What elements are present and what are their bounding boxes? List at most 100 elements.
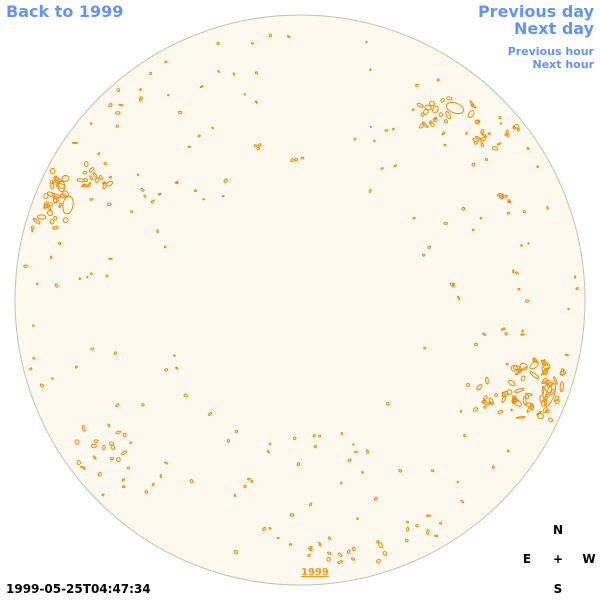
contour-mark <box>139 88 142 92</box>
contour-mark <box>243 93 247 96</box>
contour-mark <box>406 526 410 532</box>
contour-mark <box>32 356 36 360</box>
contour-mark <box>189 479 194 484</box>
next-hour-link[interactable]: Next hour <box>532 58 595 71</box>
contour-mark <box>365 449 369 454</box>
contour-mark <box>107 202 112 206</box>
contour-mark <box>505 129 509 136</box>
contour-mark <box>546 381 554 388</box>
contour-mark <box>573 275 577 279</box>
contour-mark <box>49 219 55 225</box>
contour-mark <box>429 120 432 125</box>
contour-mark <box>262 527 267 532</box>
contour-mark <box>441 131 446 136</box>
contour-mark <box>488 397 494 406</box>
year-link[interactable]: 1999 <box>301 567 329 578</box>
contour-mark <box>460 499 465 504</box>
contour-mark <box>82 170 88 175</box>
contour-mark <box>83 467 86 470</box>
contour-mark <box>79 465 86 469</box>
contour-mark <box>207 411 213 416</box>
contour-mark <box>255 100 258 104</box>
solar-disk <box>14 14 586 586</box>
contour-mark <box>116 88 121 92</box>
contour-mark <box>250 479 254 483</box>
previous-hour-link[interactable]: Previous hour <box>507 45 594 58</box>
contour-mark <box>457 295 461 301</box>
contour-mark <box>164 368 169 372</box>
contour-mark <box>415 83 419 87</box>
contour-mark <box>519 362 528 371</box>
contour-mark <box>113 351 117 356</box>
contour-mark <box>55 183 66 189</box>
contour-mark <box>62 217 69 224</box>
contour-mark <box>89 175 93 181</box>
contour-mark <box>373 496 378 501</box>
contour-mark <box>459 409 463 413</box>
contour-mark <box>499 122 503 125</box>
contour-mark <box>546 205 549 210</box>
contour-mark <box>268 33 273 38</box>
contour-mark <box>43 193 49 199</box>
contour-mark <box>327 536 331 541</box>
contour-mark <box>512 269 515 274</box>
contour-mark <box>536 165 540 169</box>
contour-mark <box>436 78 440 82</box>
contour-mark <box>514 271 519 275</box>
contour-mark <box>542 378 549 383</box>
contour-mark <box>108 441 114 446</box>
contour-mark <box>226 439 231 443</box>
contour-mark <box>430 122 435 127</box>
contour-mark <box>575 287 579 291</box>
contour-mark <box>496 193 503 197</box>
contour-mark <box>102 444 106 451</box>
contour-mark <box>514 388 525 393</box>
contour-mark <box>391 127 395 131</box>
contour-mark <box>438 112 444 117</box>
next-day-link[interactable]: Next day <box>514 19 594 38</box>
contour-mark <box>92 455 97 460</box>
contour-mark <box>53 215 58 221</box>
contour-mark <box>294 157 298 162</box>
contour-mark <box>520 333 525 336</box>
contour-mark <box>122 433 127 437</box>
contour-mark <box>511 397 517 405</box>
contour-mark <box>474 342 478 347</box>
contour-mark <box>411 108 415 112</box>
contour-mark <box>129 441 133 445</box>
contour-mark <box>353 137 357 141</box>
compass-west-label: W <box>582 552 596 566</box>
contour-mark <box>62 195 74 215</box>
contour-mark <box>118 103 124 107</box>
contour-mark <box>59 202 63 207</box>
contour-mark <box>543 359 546 362</box>
back-to-year-link[interactable]: Back to 1999 <box>6 2 124 21</box>
contour-mark <box>163 245 167 249</box>
contour-mark <box>318 434 322 438</box>
contour-mark <box>90 443 97 449</box>
contour-mark <box>504 194 508 199</box>
contour-mark <box>105 274 109 278</box>
contour-mark <box>172 354 176 357</box>
contour-mark <box>292 436 297 441</box>
contour-mark <box>76 178 86 183</box>
contour-mark <box>347 458 352 462</box>
contour-mark <box>469 100 475 107</box>
contour-mark <box>432 105 439 114</box>
contour-mark <box>502 390 509 398</box>
contour-mark <box>483 405 487 409</box>
contour-mark <box>376 540 380 544</box>
observation-timestamp: 1999-05-25T04:47:34 <box>6 582 151 596</box>
contour-mark <box>51 377 54 380</box>
contour-mark <box>369 125 372 128</box>
contour-mark <box>43 201 48 209</box>
previous-day-link[interactable]: Previous day <box>477 2 594 21</box>
contour-mark <box>510 364 518 372</box>
contour-mark <box>88 167 95 173</box>
contour-mark <box>439 521 443 525</box>
contour-mark <box>115 430 122 435</box>
contour-mark <box>512 398 523 407</box>
contour-mark <box>482 332 487 336</box>
contour-mark <box>480 129 485 134</box>
contour-mark <box>481 133 488 138</box>
